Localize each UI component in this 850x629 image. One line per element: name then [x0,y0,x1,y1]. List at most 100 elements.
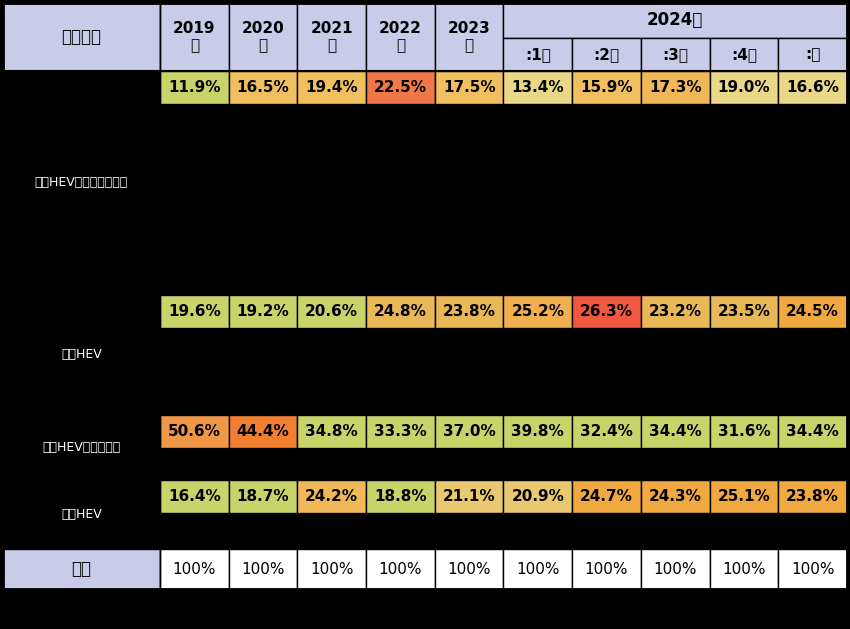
Text: 37.0%: 37.0% [443,424,496,439]
Text: 24.2%: 24.2% [305,489,358,504]
Bar [298,295,366,328]
Text: 21.1%: 21.1% [443,489,496,504]
Bar [710,295,779,328]
Bar [160,480,229,513]
Text: 2022
年: 2022 年 [379,21,422,53]
Bar [641,415,710,448]
Bar [366,415,435,448]
Text: 18.8%: 18.8% [374,489,427,504]
Text: 16.5%: 16.5% [236,80,289,95]
Text: 34.8%: 34.8% [305,424,358,439]
Text: 19.4%: 19.4% [305,80,358,95]
Text: 34.4%: 34.4% [786,424,839,439]
Text: 2019
年: 2019 年 [173,21,216,53]
Text: 23.8%: 23.8% [786,489,839,504]
Text: 23.2%: 23.2% [649,304,702,319]
Text: 24.7%: 24.7% [580,489,633,504]
Bar [298,549,366,589]
Bar [503,71,572,104]
Bar [710,480,779,513]
Bar [572,38,641,71]
Bar [779,71,847,104]
Bar [229,415,298,448]
Bar [710,415,779,448]
Text: 17.5%: 17.5% [443,80,496,95]
Text: 22.5%: 22.5% [374,80,427,95]
Bar [435,71,503,104]
Bar [366,71,435,104]
Bar [435,295,503,328]
Bar [779,549,847,589]
Bar [366,295,435,328]
Bar [572,549,641,589]
Text: 100%: 100% [790,562,835,577]
Bar [435,549,503,589]
Text: 24.3%: 24.3% [649,489,702,504]
Bar [779,480,847,513]
Bar [503,480,572,513]
Text: 31.6%: 31.6% [717,424,770,439]
Text: 16.4%: 16.4% [168,489,221,504]
Bar [710,38,779,71]
Text: 2024年: 2024年 [647,11,704,30]
Text: 19.0%: 19.0% [717,80,770,95]
Bar [710,549,779,589]
Bar [160,295,229,328]
Text: 16.6%: 16.6% [786,80,839,95]
Text: :年: :年 [805,47,820,62]
Bar [3,549,160,589]
Bar [298,71,366,104]
Text: 100%: 100% [310,562,354,577]
Text: 24.8%: 24.8% [374,304,427,319]
Text: 24.5%: 24.5% [786,304,839,319]
Bar [572,71,641,104]
Bar [572,415,641,448]
Bar [366,549,435,589]
Bar [641,71,710,104]
Text: 23.8%: 23.8% [443,304,496,319]
Bar [641,295,710,328]
Bar [3,71,160,549]
Bar [160,71,229,104]
Bar [503,295,572,328]
Bar [641,480,710,513]
Bar [366,3,435,71]
Bar [298,415,366,448]
Bar [779,295,847,328]
Text: :2季: :2季 [593,47,620,62]
Bar [229,295,298,328]
Bar [503,3,847,38]
Bar [435,480,503,513]
Text: 混合动力: 混合动力 [61,28,101,46]
Text: 26.3%: 26.3% [580,304,633,319]
Text: 2021
年: 2021 年 [310,21,353,53]
Bar [435,415,503,448]
Bar [641,38,710,71]
Text: 19.2%: 19.2% [236,304,289,319]
Text: 100%: 100% [585,562,628,577]
Text: 日系HEV（含雷克萨斯）: 日系HEV（含雷克萨斯） [35,177,128,189]
Text: 19.6%: 19.6% [168,304,221,319]
Text: 11.9%: 11.9% [168,80,221,95]
Text: 100%: 100% [173,562,216,577]
Bar [3,3,160,71]
Text: 自主HEV: 自主HEV [61,508,102,521]
Text: 44.4%: 44.4% [236,424,289,439]
Bar [779,38,847,71]
Text: 39.8%: 39.8% [512,424,564,439]
Bar [435,3,503,71]
Text: 100%: 100% [379,562,422,577]
Bar [229,549,298,589]
Bar [160,3,229,71]
Bar [298,3,366,71]
Text: 总计: 总计 [71,560,92,578]
Text: 18.7%: 18.7% [237,489,289,504]
Bar [503,549,572,589]
Bar [572,295,641,328]
Text: 23.5%: 23.5% [717,304,770,319]
Text: 13.4%: 13.4% [512,80,564,95]
Bar [503,415,572,448]
Text: 20.9%: 20.9% [512,489,564,504]
Text: 100%: 100% [654,562,697,577]
Text: 33.3%: 33.3% [374,424,427,439]
